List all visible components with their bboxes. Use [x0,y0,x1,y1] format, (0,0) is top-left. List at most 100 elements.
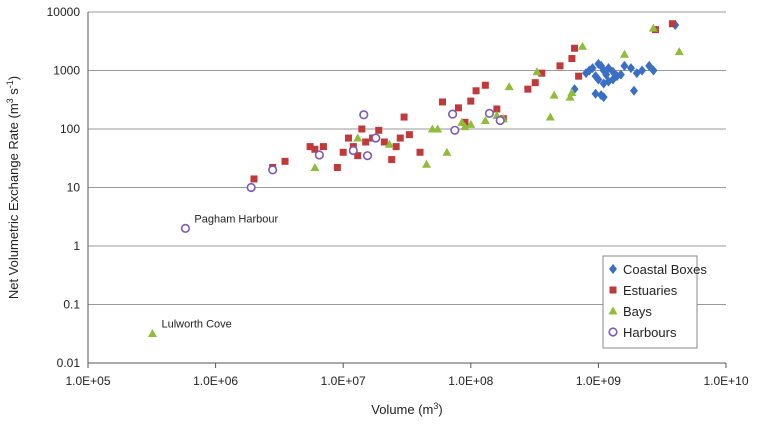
data-point [493,105,501,113]
data-point [447,109,458,119]
points-layer [147,19,684,337]
legend-marker [608,327,618,337]
x-tick-label: 1.0E+07 [321,374,366,388]
series-coastal-boxes [570,19,680,103]
data-point [460,122,470,131]
y-tick-label: 0.01 [57,356,81,370]
data-point [591,88,600,99]
data-point [375,126,383,134]
axis-layer: 0.01 0.1 1 10 100 1000 10000 1.0E+05 1.0E+06 1.0E… [47,5,749,388]
data-point [577,41,587,50]
legend-marker [609,286,617,294]
data-point [575,72,583,80]
data-point [472,87,480,95]
data-point [354,152,362,160]
data-point [668,20,676,28]
y-tick-label: 10000 [47,5,81,19]
data-point [344,134,352,142]
data-point [359,110,369,120]
x-tick-label: 1.0E+06 [193,374,238,388]
legend-label: Coastal Boxes [623,262,707,277]
data-point [380,138,388,146]
data-point [250,175,258,183]
data-point [545,112,555,121]
data-point [532,67,542,76]
data-point [450,125,460,135]
data-point [466,119,476,128]
data-point [416,148,424,156]
legend-label: Bays [623,304,652,319]
annotations-layer: Pagham Harbour Lulworth Cove [161,213,278,330]
data-point [339,148,347,156]
series-harbours [180,108,505,233]
data-point [599,92,608,103]
y-tick-label: 10 [67,181,81,195]
y-axis-title: Net Volumetric Exchange Rate (m3 s-1) [5,76,21,299]
data-point [388,156,396,164]
data-point [180,223,191,233]
data-point [246,182,256,193]
data-point [333,163,341,171]
data-point [538,69,546,77]
data-point [384,139,394,148]
data-point [481,81,489,89]
data-point [626,63,635,74]
data-point [433,124,443,133]
x-tick-label: 1.0E+08 [448,374,493,388]
data-point [588,63,597,74]
y-tick-label: 0.1 [63,298,80,312]
data-point [556,62,564,70]
data-point [549,90,559,99]
x-tick-label: 1.0E+09 [576,374,621,388]
data-point [281,157,289,165]
data-point [531,79,539,87]
data-point [371,133,381,143]
data-point [348,145,358,156]
data-point [147,328,157,337]
data-point [674,47,684,56]
legend: Coastal Boxes Estuaries Bays Harbours [602,255,707,349]
y-tick-label: 1 [73,239,80,253]
x-tick-label: 1.0E+05 [65,374,110,388]
data-point [454,104,462,112]
data-point [422,159,432,168]
data-point [314,150,324,160]
annotation-label: Pagham Harbour [194,213,278,225]
data-point [504,82,514,91]
data-point [362,151,373,161]
data-point [467,97,475,105]
data-point [638,65,647,76]
legend-label: Harbours [623,325,677,340]
x-axis-title: Volume (m3) [371,401,443,417]
legend-marker [608,306,618,315]
series-estuaries [250,20,676,183]
annotation-label: Lulworth Cove [161,318,231,330]
grid-layer [88,11,726,364]
x-tick-label: 1.0E+10 [703,374,748,388]
data-point [392,143,400,151]
data-point [319,143,327,151]
data-point [629,85,638,96]
data-point [649,65,658,76]
data-point [567,88,577,97]
data-point [594,74,603,85]
data-point [495,115,505,126]
data-point [616,69,625,80]
data-point [484,108,495,118]
data-point [311,145,319,153]
data-point [438,98,446,106]
y-tick-label: 100 [60,122,80,136]
data-point [310,162,320,171]
data-point [524,85,532,93]
data-point [480,115,490,124]
data-point [362,138,370,146]
legend-box [602,255,698,349]
data-point [405,131,413,139]
data-point [568,55,576,63]
legend-label: Estuaries [623,283,678,298]
data-point [268,165,278,175]
data-point [400,113,408,121]
data-point [648,23,658,32]
